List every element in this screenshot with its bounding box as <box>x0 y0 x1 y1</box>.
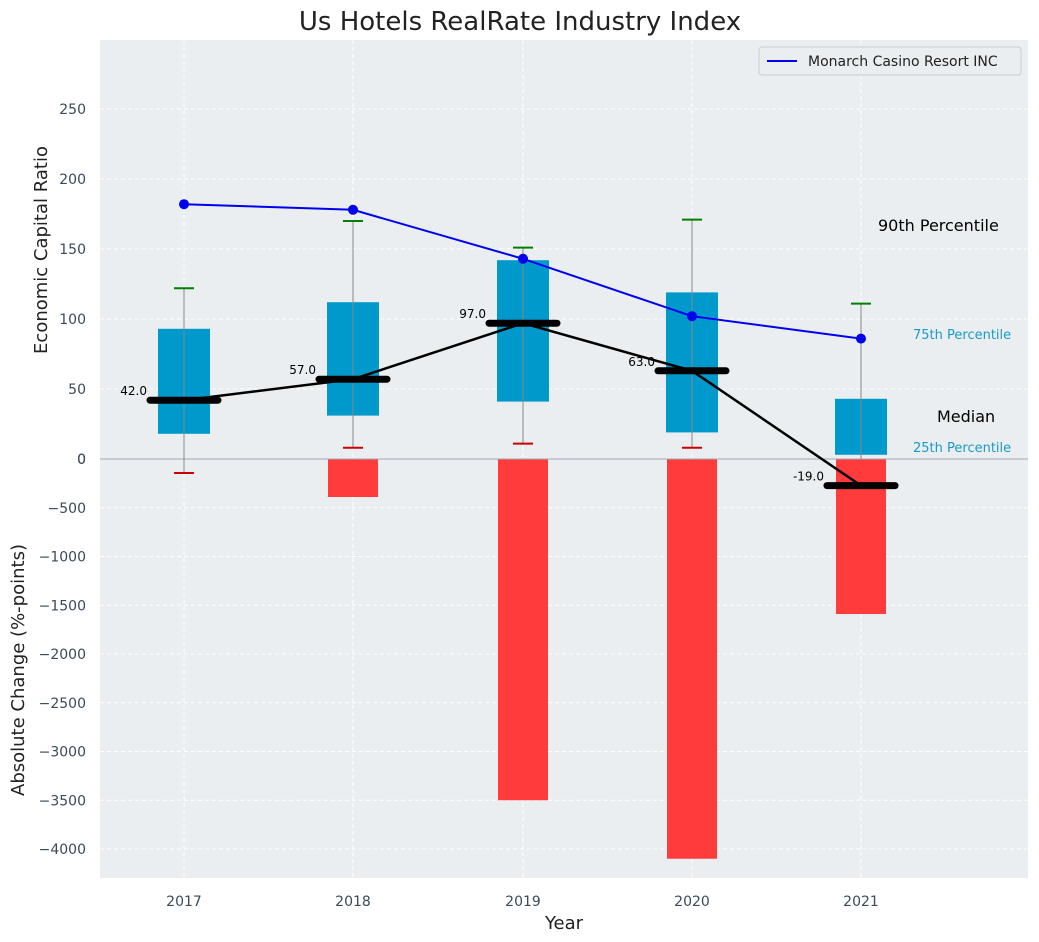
x-tick-label: 2020 <box>674 894 710 910</box>
x-axis-label: Year <box>544 913 584 934</box>
legend-label: Monarch Casino Resort INC <box>808 54 998 70</box>
y-tick-label-top: 50 <box>68 382 86 398</box>
company-point <box>348 204 358 215</box>
median-value-label: 97.0 <box>459 307 486 321</box>
x-tick-label: 2021 <box>843 894 879 910</box>
median-line-group <box>183 321 862 487</box>
company-line-group <box>179 199 866 344</box>
company-point <box>518 253 528 264</box>
annotation-p90: 90th Percentile <box>878 216 999 235</box>
annotation-p75: 75th Percentile <box>913 328 1011 343</box>
company-point <box>856 333 866 344</box>
median-value-label: 42.0 <box>120 384 147 398</box>
median-value-label: -19.0 <box>793 470 824 484</box>
y-tick-label-bottom: 0 <box>77 452 86 468</box>
y-tick-label-bottom: −1500 <box>39 598 86 614</box>
y-tick-label-bottom: −1000 <box>39 550 86 566</box>
y-tick-label-top: 100 <box>59 312 86 328</box>
median-value-label: 57.0 <box>289 363 316 377</box>
boxes: 42.057.097.063.0-19.0 <box>120 218 899 490</box>
legend-box <box>758 46 1022 76</box>
company-point <box>179 199 189 210</box>
legend: Monarch Casino Resort INC <box>758 46 1022 76</box>
y-tick-label-bottom: −4000 <box>39 842 86 858</box>
annotation-p25: 25th Percentile <box>913 441 1011 456</box>
y-tick-label-bottom: −2000 <box>39 647 86 663</box>
change-bar <box>498 459 548 801</box>
y-tick-label-top: 250 <box>59 102 86 118</box>
y-tick-label-bottom: −2500 <box>39 696 86 712</box>
y-tick-label-top: 0 <box>77 452 86 468</box>
annotation-median: Median <box>937 407 995 426</box>
y-tick-label-bottom: −3000 <box>39 745 86 761</box>
change-bar <box>667 459 717 859</box>
company-point <box>687 311 697 322</box>
x-tick-label: 2018 <box>335 894 371 910</box>
x-tick-label: 2017 <box>166 894 202 910</box>
change-bar <box>328 459 378 498</box>
x-tick-label: 2019 <box>505 894 541 910</box>
y-tick-label-bottom: −500 <box>48 501 86 517</box>
y-tick-label-top: 150 <box>59 242 86 258</box>
y-axis-label-bottom: Absolute Change (%-points) <box>8 544 29 796</box>
grid <box>100 40 1028 878</box>
y-tick-label-top: 200 <box>59 172 86 188</box>
median-line <box>183 321 862 487</box>
chart-title: Us Hotels RealRate Industry Index <box>299 7 741 37</box>
y-axis-label-top: Economic Capital Ratio <box>31 146 52 354</box>
axis-ticks: 0501001502002500−500−1000−1500−2000−2500… <box>39 102 879 910</box>
bars <box>328 459 886 859</box>
y-tick-label-bottom: −3500 <box>39 793 86 809</box>
